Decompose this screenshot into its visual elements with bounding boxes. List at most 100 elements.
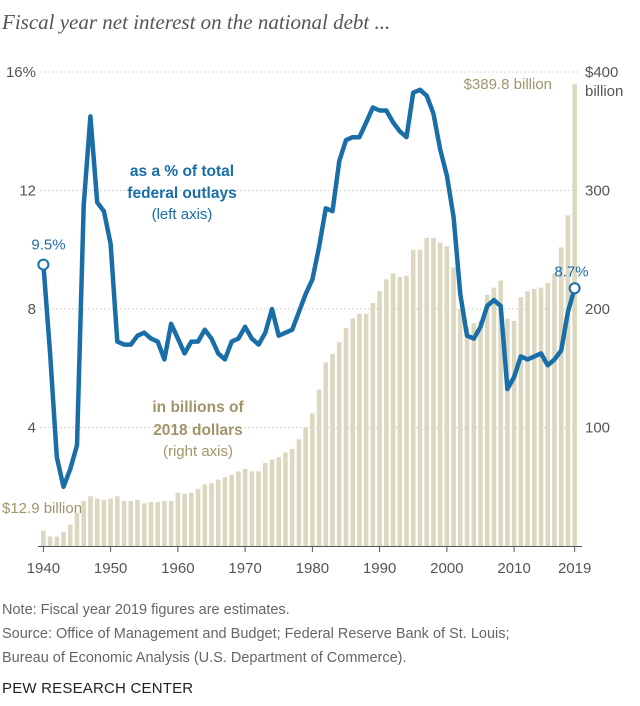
bar (471, 323, 477, 546)
bar (397, 277, 403, 546)
left-axis-tick-label: 12 (19, 183, 36, 200)
bar (289, 448, 295, 546)
bar (357, 313, 362, 546)
x-axis-tick-label: 1950 (94, 560, 127, 577)
bar (236, 471, 241, 546)
bar (222, 477, 228, 546)
bar (370, 303, 376, 546)
pct-end-label: 8.7% (554, 263, 588, 280)
bar (572, 84, 577, 546)
bar (343, 327, 349, 546)
bar (202, 484, 208, 546)
bar (377, 291, 382, 546)
bar (303, 427, 308, 546)
bar-series (41, 84, 577, 546)
bar (121, 500, 127, 546)
bar (552, 273, 557, 546)
bar (532, 288, 537, 546)
bar (404, 275, 409, 546)
bar (81, 500, 86, 546)
billions-end-label: $389.8 billion (464, 76, 552, 93)
bar (518, 297, 524, 546)
bar (283, 452, 288, 546)
bar (189, 492, 194, 546)
x-axis-tick-label: 1960 (161, 560, 194, 577)
bar (276, 457, 282, 546)
bar (148, 502, 154, 546)
bar (478, 320, 483, 546)
pct-series-label: federal outlays (127, 185, 236, 202)
bar (545, 282, 551, 546)
bar (437, 242, 443, 546)
bar (168, 500, 174, 546)
bar (94, 498, 100, 546)
bar (310, 413, 315, 546)
chart-annotations: 9.5% 8.7% $12.9 billion $389.8 billion as a … (2, 76, 589, 517)
pct-line (41, 87, 577, 490)
chart-area: 16% 12 8 4 $400 300 200 100 billion 1940 1950 1960 1… (2, 64, 623, 577)
left-axis-tick-label: 4 (28, 420, 36, 437)
bar (115, 496, 120, 546)
bar (229, 474, 234, 546)
bar (491, 287, 497, 546)
bar (424, 237, 429, 546)
x-axis-tick-label: 1990 (363, 560, 396, 577)
bar (444, 246, 450, 546)
x-axis-tick-label: 1940 (27, 560, 60, 577)
chart-title: Fiscal year net interest on the national… (2, 10, 391, 34)
right-axis-tick-label: 200 (585, 301, 610, 318)
bar (417, 249, 423, 546)
bar (464, 326, 470, 546)
bar (390, 273, 396, 546)
left-axis-tick-label: 8 (28, 301, 36, 318)
x-axis-tick-label: 1980 (296, 560, 329, 577)
bar (74, 512, 80, 546)
source-line-1: Source: Office of Management and Budget;… (2, 626, 510, 642)
line-series (37, 87, 581, 490)
bar (538, 287, 544, 546)
bar (498, 280, 503, 546)
x-axis-tick-label: 1970 (228, 560, 261, 577)
line-start-marker (37, 258, 50, 271)
pct-series-sublabel: (left axis) (152, 206, 213, 223)
bar (316, 389, 322, 546)
bar (155, 502, 160, 546)
axis-tick-labels: 16% 12 8 4 $400 300 200 100 billion 1940 1950 1960 1… (6, 64, 623, 577)
bar-series-label: in billions of (152, 399, 244, 416)
bar (195, 489, 201, 546)
bar (67, 524, 73, 546)
bar (249, 471, 255, 546)
bar (296, 439, 302, 546)
bar (162, 500, 167, 546)
bar (505, 318, 510, 546)
bar (431, 237, 436, 546)
bar (451, 267, 456, 546)
bar (565, 215, 571, 546)
bar (182, 493, 187, 546)
bar (558, 247, 564, 546)
bar (256, 471, 261, 546)
bar (269, 459, 275, 546)
bar (525, 291, 530, 546)
bar (330, 354, 335, 546)
bar (350, 318, 355, 546)
x-axis-tick-label: 2019 (558, 560, 591, 577)
bar (209, 483, 214, 546)
bar (41, 530, 46, 546)
right-axis-unit: billion (585, 83, 623, 100)
right-axis-tick-label: 100 (585, 420, 610, 437)
bar (384, 279, 389, 546)
chart-note: Note: Fiscal year 2019 figures are estim… (2, 602, 290, 618)
billions-start-label: $12.9 billion (2, 500, 82, 517)
bar (61, 531, 66, 546)
bar (511, 320, 517, 546)
pct-series-label: as a % of total (130, 163, 234, 180)
bar (458, 309, 463, 546)
source-line-2: Bureau of Economic Analysis (U.S. Depart… (2, 650, 407, 666)
right-axis-tick-label: $400 (585, 64, 618, 81)
bar (47, 536, 53, 546)
x-axis-tick-label: 2000 (430, 560, 463, 577)
bar (88, 496, 93, 546)
pct-start-label: 9.5% (31, 237, 65, 254)
credit-logo-text: PEW RESEARCH CENTER (2, 680, 194, 697)
